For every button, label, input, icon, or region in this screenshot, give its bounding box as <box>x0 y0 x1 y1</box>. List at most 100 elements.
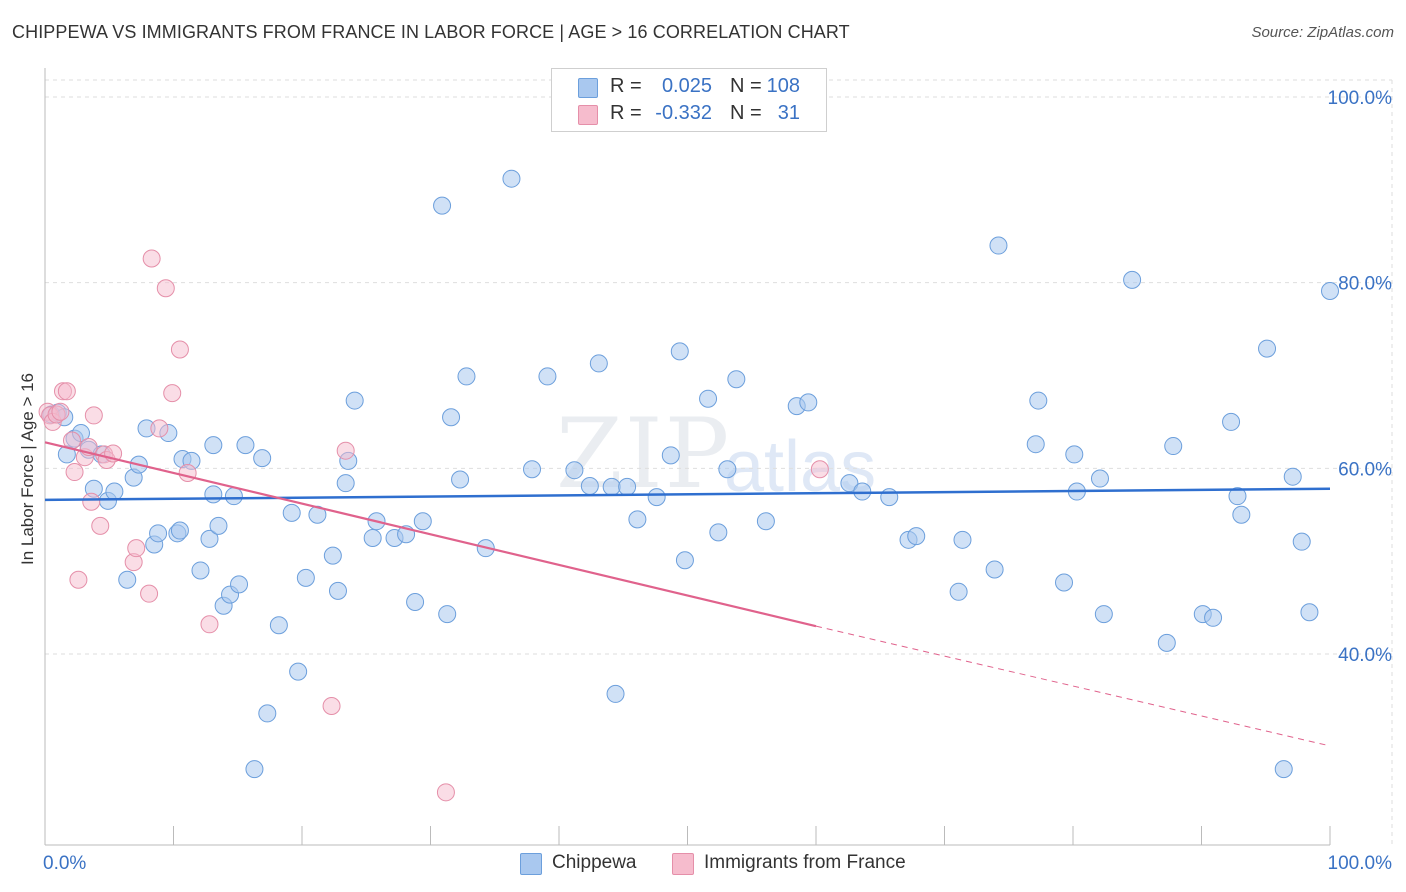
chippewa-point <box>200 529 219 548</box>
chippewa-point <box>442 408 461 427</box>
chippewa-point <box>406 593 425 612</box>
france-point <box>200 615 219 634</box>
france-point <box>810 460 829 479</box>
chippewa-point <box>323 546 342 565</box>
chippewa-point <box>191 561 210 580</box>
france-point <box>127 539 146 558</box>
x-tick-label: 0.0% <box>43 853 86 874</box>
chippewa-point <box>949 582 968 601</box>
chippewa-point <box>1321 282 1339 301</box>
france-point <box>336 441 355 460</box>
france-point <box>142 249 161 268</box>
axes <box>44 68 1331 846</box>
chippewa-point <box>1232 505 1251 524</box>
chippewa-point <box>1274 760 1293 779</box>
france-trend-line <box>44 441 817 628</box>
chippewa-point <box>1026 435 1045 454</box>
france-point <box>57 382 76 401</box>
chippewa-point <box>661 446 680 465</box>
chippewa-point <box>209 516 228 535</box>
chippewa-point <box>236 436 255 455</box>
n-value: 31 <box>777 102 800 124</box>
chippewa-point <box>1065 445 1084 464</box>
france-legend-swatch-icon <box>672 853 694 875</box>
legend-france-label: Immigrants from France <box>704 852 906 873</box>
france-point <box>140 584 159 603</box>
source-label: Source: ZipAtlas.com <box>1251 24 1394 41</box>
r-label: R = <box>610 102 642 124</box>
chippewa-point <box>258 704 277 723</box>
chippewa-point <box>523 460 542 479</box>
chippewa-point <box>628 510 647 529</box>
chippewa-point <box>363 528 382 547</box>
chippewa-point <box>709 523 728 542</box>
chippewa-point <box>580 476 599 495</box>
r-value: 0.025 <box>661 75 712 97</box>
chippewa-point <box>224 487 243 506</box>
chippewa-point <box>718 460 737 479</box>
france-point <box>436 783 455 802</box>
chippewa-point <box>953 530 972 549</box>
france-point <box>91 516 110 535</box>
chippewa-point <box>413 512 432 531</box>
chippewa-point <box>118 570 137 589</box>
chippewa-point <box>1283 467 1302 486</box>
chippewa-point <box>204 485 223 504</box>
chippewa-point <box>618 477 637 496</box>
chippewa-point <box>336 474 355 493</box>
chippewa-point <box>538 367 557 386</box>
chippewa-point <box>699 389 718 408</box>
chippewa-point <box>1029 391 1048 410</box>
chippewa-point <box>230 575 249 594</box>
y-tick-label: 80.0% <box>1338 274 1392 295</box>
france-point <box>69 570 88 589</box>
chippewa-point <box>565 461 584 480</box>
legend-row-chippewa: R = 0.025 N = 108 <box>552 74 826 100</box>
chippewa-point <box>253 449 272 468</box>
chippewa-point <box>457 367 476 386</box>
france-point <box>65 463 84 482</box>
france-point <box>178 463 197 482</box>
x-tick-label: 100.0% <box>1328 853 1393 874</box>
chippewa-point <box>105 482 124 501</box>
chart-title: CHIPPEWA VS IMMIGRANTS FROM FRANCE IN LA… <box>12 22 850 42</box>
chippewa-point <box>799 393 818 412</box>
chippewa-point <box>328 581 347 600</box>
chippewa-point <box>1164 437 1183 456</box>
chippewa-point <box>1300 603 1319 622</box>
chippewa-point <box>289 662 308 681</box>
chippewa-point <box>245 760 264 779</box>
france-point <box>322 696 341 715</box>
chippewa-point <box>1157 633 1176 652</box>
tick-labels: 40.0% 60.0% 80.0% 100.0% 0.0% 100.0% <box>43 88 1392 874</box>
legend-chippewa-label: Chippewa <box>552 852 637 873</box>
correlation-legend: R = 0.025 N = 108 R = -0.332 N = 31 <box>551 68 827 132</box>
chippewa-legend-swatch-icon <box>520 853 542 875</box>
france-trend-line-extrapolated <box>815 625 1331 747</box>
chippewa-point <box>1228 487 1247 506</box>
chippewa-point <box>1055 573 1074 592</box>
chippewa-point <box>1258 339 1277 358</box>
france-point <box>51 402 70 421</box>
chippewa-point <box>1292 532 1311 551</box>
chippewa-point <box>647 488 666 507</box>
france-point <box>150 419 169 438</box>
chippewa-swatch-icon <box>578 78 598 98</box>
france-point <box>82 492 101 511</box>
chippewa-point <box>1094 605 1113 624</box>
chippewa-point <box>602 477 621 496</box>
chippewa-point <box>1090 469 1109 488</box>
chippewa-point <box>589 354 608 373</box>
chippewa-point <box>670 342 689 361</box>
chippewa-point <box>502 169 521 188</box>
chippewa-point <box>149 524 168 543</box>
chippewa-point <box>985 560 1004 579</box>
chippewa-point <box>451 470 470 489</box>
france-point <box>163 384 182 403</box>
chippewa-point <box>296 568 315 587</box>
grid-lines <box>45 79 1393 845</box>
chippewa-point <box>880 488 899 507</box>
chippewa-point <box>204 436 223 455</box>
chippewa-point <box>606 684 625 703</box>
